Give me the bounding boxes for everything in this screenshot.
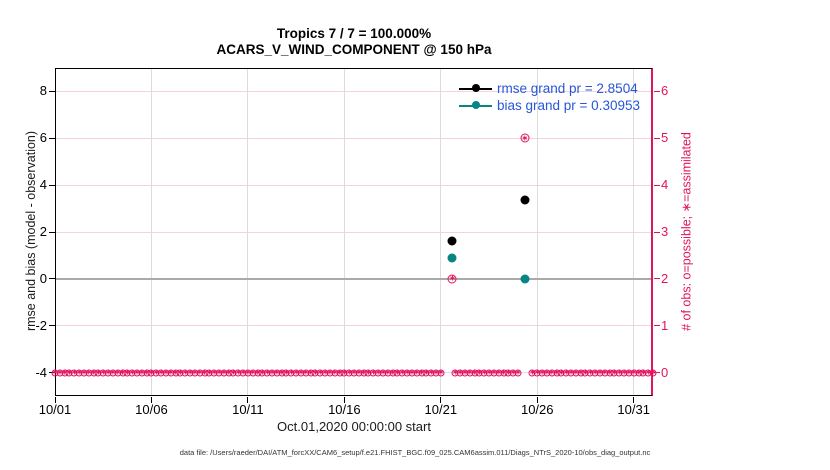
- x-tick-label: 10/31: [617, 402, 650, 417]
- x-tick-mark: [54, 397, 56, 403]
- x-tick-label: 10/26: [520, 402, 554, 417]
- y-tick-mark-right: [654, 278, 660, 280]
- obs-count-marker: [520, 133, 530, 143]
- y-tick-mark-left: [49, 137, 55, 139]
- rmse-point: [447, 236, 457, 246]
- v-gridline: [536, 68, 538, 396]
- zero-reference-line: [55, 277, 653, 280]
- axes-box: [55, 68, 653, 396]
- y-tick-label-right: 6: [661, 83, 669, 99]
- bias-point: [447, 253, 457, 263]
- y-tick-label-left: 8: [39, 83, 47, 99]
- y-tick-mark-left: [49, 231, 55, 233]
- y-tick-mark-left: [49, 278, 55, 280]
- y-tick-label-right: 5: [661, 130, 669, 146]
- h-gridline: [55, 325, 653, 327]
- x-tick-mark: [343, 397, 345, 403]
- obs-count-zero-marker: [649, 369, 657, 377]
- x-tick-label: 10/01: [38, 402, 72, 417]
- legend-row-bias: bias grand pr = 0.30953: [459, 97, 640, 114]
- v-gridline: [633, 68, 635, 396]
- y-tick-label-right: 2: [661, 270, 669, 286]
- v-gridline: [247, 68, 249, 396]
- x-tick-mark: [633, 397, 635, 403]
- rmse-line-marker-icon: [459, 87, 492, 90]
- obs-count-zero-marker: [437, 369, 445, 377]
- obs-count-zero-marker: [514, 369, 522, 377]
- y-tick-mark-left: [49, 184, 55, 186]
- x-tick-label: 10/06: [135, 402, 168, 417]
- x-tick-mark: [150, 397, 152, 403]
- plot-title: Tropics 7 / 7 = 100.000%: [276, 26, 432, 41]
- x-tick-mark: [247, 397, 249, 403]
- y-tick-mark-left: [49, 90, 55, 92]
- x-axis-label: Oct.01,2020 00:00:00 start: [277, 419, 431, 434]
- h-gridline: [55, 231, 653, 233]
- x-tick-label: 10/11: [232, 402, 264, 417]
- h-gridline: [55, 90, 653, 92]
- legend-label-bias: bias grand pr = 0.30953: [497, 98, 640, 113]
- x-tick-mark: [536, 397, 538, 403]
- plot-title-block: Tropics 7 / 7 = 100.000% ACARS_V_WIND_CO…: [55, 26, 653, 58]
- legend-label-rmse: rmse grand pr = 2.8504: [497, 81, 638, 96]
- v-gridline: [440, 68, 442, 396]
- y-tick-mark-right: [654, 231, 660, 233]
- y-tick-label-left: 2: [39, 224, 47, 239]
- y-tick-label-left: -4: [35, 364, 47, 380]
- y-tick-label-right: 0: [661, 364, 669, 380]
- h-gridline: [55, 137, 653, 139]
- v-gridline: [150, 68, 152, 396]
- y-tick-label-left: 6: [39, 130, 47, 146]
- x-tick-label: 10/21: [424, 402, 458, 417]
- rmse-point: [520, 195, 530, 205]
- y-tick-label-left: -2: [35, 317, 47, 333]
- y-tick-label-right: 3: [661, 224, 669, 239]
- legend: rmse grand pr = 2.8504 bias grand pr = 0…: [459, 80, 640, 114]
- bias-point: [520, 274, 530, 284]
- x-tick-mark: [440, 397, 442, 403]
- plot-subtitle: ACARS_V_WIND_COMPONENT @ 150 hPa: [216, 42, 492, 57]
- obs-count-marker: [447, 274, 457, 284]
- y-tick-mark-right: [654, 137, 660, 139]
- v-gridline: [343, 68, 345, 396]
- y-tick-mark-right: [654, 184, 660, 186]
- y-tick-mark-right: [654, 325, 660, 327]
- y-tick-mark-right: [654, 372, 660, 374]
- x-tick-label: 10/16: [328, 402, 361, 417]
- bias-line-marker-icon: [459, 104, 492, 107]
- legend-row-rmse: rmse grand pr = 2.8504: [459, 80, 640, 97]
- h-gridline: [55, 184, 653, 186]
- data-file-footer: data file: /Users/raeder/DAI/ATM_forcXX/…: [179, 448, 651, 457]
- y-tick-mark-right: [654, 90, 660, 92]
- y-tick-label-left: 0: [39, 270, 47, 286]
- y-tick-mark-left: [49, 325, 55, 327]
- y-tick-label-right: 1: [661, 317, 669, 333]
- y-tick-label-left: 4: [39, 177, 47, 193]
- y-tick-label-right: 4: [661, 177, 669, 193]
